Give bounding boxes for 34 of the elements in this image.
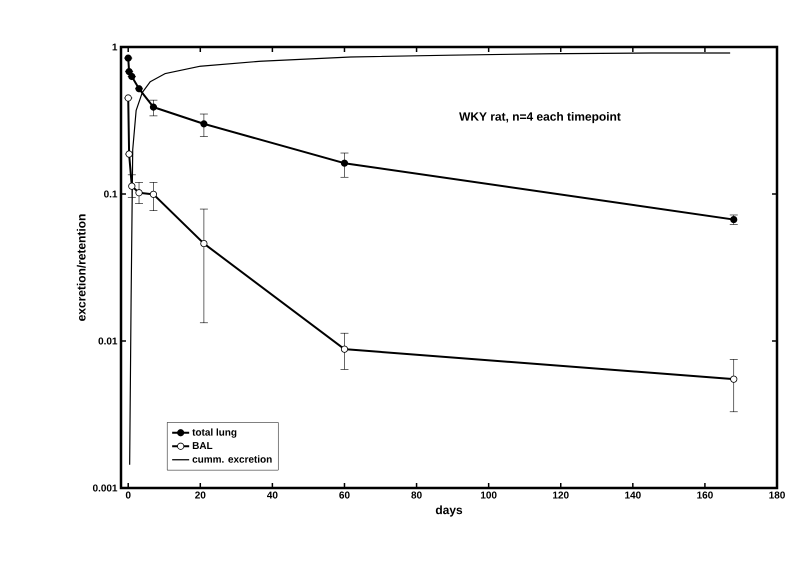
point [150,190,158,198]
x-tick-label: 100 [480,492,497,499]
point [200,240,208,248]
point [150,104,158,111]
legend-label: cumm. excretion [192,455,272,463]
y-tick-label: 0.001 [92,484,118,492]
x-axis-title: days [436,505,462,517]
y-tick-label: 0.1 [104,190,118,198]
y-tick-label: 0.01 [98,337,118,345]
x-tick-label: 80 [411,492,422,499]
point [340,160,348,167]
point [128,182,136,190]
point [340,346,348,353]
point [135,85,143,92]
point [135,189,143,196]
x-tick-label: 60 [339,492,350,499]
legend-label: BAL [192,442,212,449]
x-tick-label: 160 [697,492,713,499]
x-tick-label: 40 [267,492,278,499]
y-axis-title: excretion/retention [76,214,86,321]
point [126,150,133,158]
x-tick-label: 20 [195,492,206,499]
x-tick-label: 120 [553,492,569,499]
point [200,120,208,128]
point [128,72,136,80]
point [730,376,738,383]
y-tick-label: 1 [112,44,118,50]
x-tick-label: 140 [625,492,641,499]
point [124,54,132,62]
x-tick-label: 180 [769,492,785,499]
x-tick-label: 0 [126,492,131,499]
point [124,94,132,102]
annotation: WKY rat, n=4 each timepoint [459,112,621,124]
legend-label: total lung [192,428,236,438]
